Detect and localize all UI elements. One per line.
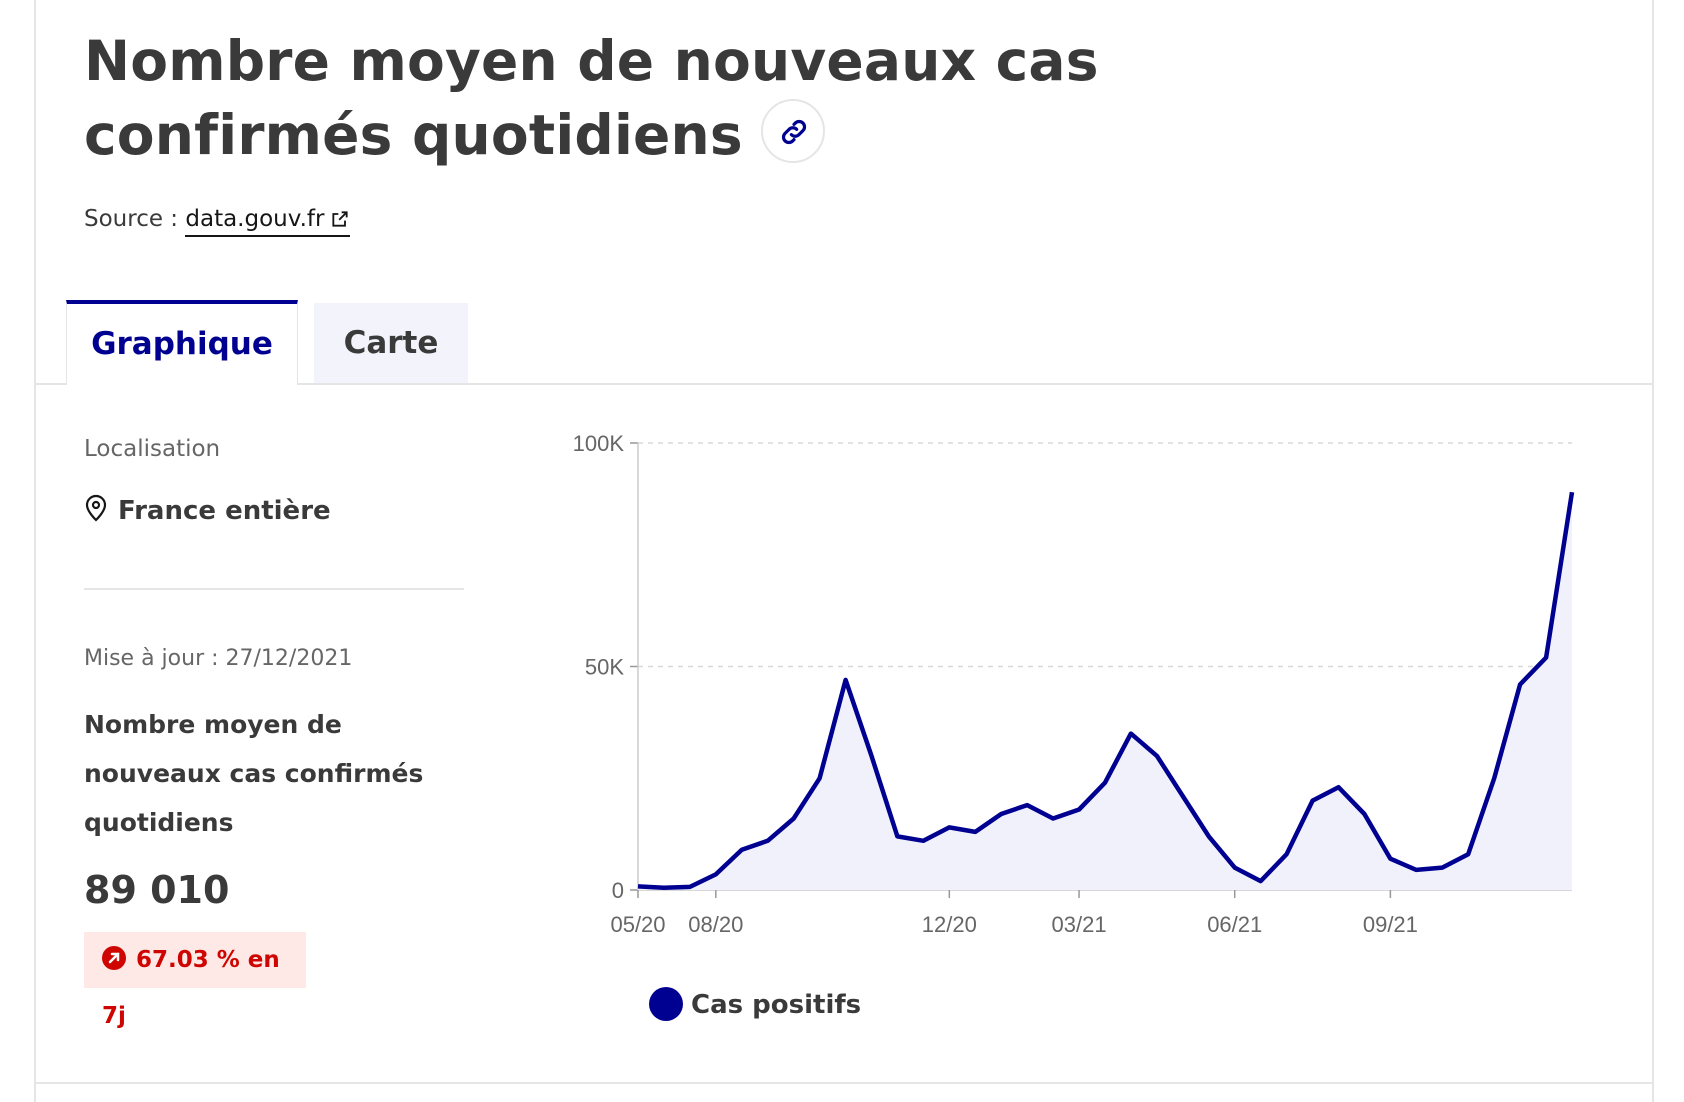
x-tick-label: 05/20 — [610, 912, 665, 937]
update-date: Mise à jour : 27/12/2021 — [84, 646, 353, 671]
external-link-icon — [332, 211, 349, 227]
source-link-text: data.gouv.fr — [185, 206, 325, 232]
y-tick-label: 50K — [585, 655, 624, 680]
card-bottom-divider — [34, 1082, 1654, 1084]
tab-divider — [34, 383, 1654, 385]
series-area-cas-positifs — [638, 492, 1572, 890]
series-line-cas-positifs — [637, 491, 1575, 891]
y-tick-label: 0 — [612, 878, 624, 903]
tab-graphique[interactable]: Graphique — [66, 300, 298, 385]
tab-carte[interactable]: Carte — [314, 303, 468, 383]
map-pin-icon — [85, 494, 107, 522]
legend-label: Cas positifs — [691, 990, 862, 1020]
location-selector[interactable]: France entière — [84, 494, 331, 526]
title-text: Nombre moyen de nouveaux cas confirmés q… — [84, 29, 1099, 167]
x-tick-label: 08/20 — [688, 912, 743, 937]
source-link[interactable]: data.gouv.fr — [185, 206, 351, 237]
chart-legend[interactable]: Cas positifs — [649, 987, 861, 1021]
copy-link-button[interactable] — [760, 98, 825, 163]
cases-chart: 0 50K 100K 05/20 08/20 12/20 03/21 06/21 09/21 — [573, 431, 1575, 937]
indicator-value: 89 010 — [84, 868, 230, 912]
trend-up-icon — [102, 946, 126, 970]
link-icon — [781, 119, 806, 144]
trend-text: 67.03 % en 7j — [102, 947, 280, 1029]
legend-dot — [649, 987, 683, 1021]
source-label: Source : — [84, 206, 179, 232]
x-tick-label: 12/20 — [922, 912, 977, 937]
x-tick-label: 06/21 — [1207, 912, 1262, 937]
location-label: Localisation — [84, 436, 221, 462]
y-tick-label: 100K — [573, 431, 625, 456]
indicator-card — [34, 0, 1654, 1102]
source-line: Source : data.gouv.fr — [84, 206, 351, 237]
indicator-title: Nombre moyen de nouveaux cas confirmés q… — [84, 710, 424, 837]
sidebar-separator — [84, 588, 464, 590]
x-tick-label: 03/21 — [1052, 912, 1107, 937]
x-tick-label: 09/21 — [1363, 912, 1418, 937]
trend-badge: 67.03 % en 7j — [84, 932, 306, 1029]
location-value: France entière — [118, 496, 331, 526]
page-title: Nombre moyen de nouveaux cas confirmés q… — [84, 24, 1384, 172]
